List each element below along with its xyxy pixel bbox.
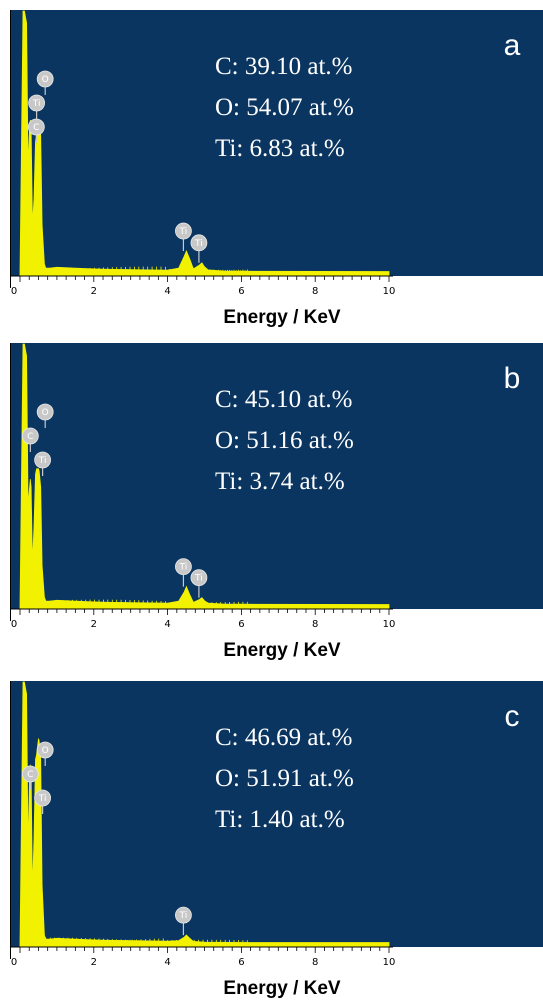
peak-marker-c: C: [27, 118, 45, 143]
x-tick-label: 10: [383, 619, 396, 630]
x-tick-label: 4: [164, 619, 170, 630]
spectrum-baseline-noise: [45, 599, 248, 605]
x-tick-label: 8: [312, 957, 318, 968]
peak-marker-dot: [175, 558, 192, 576]
x-tick-label: 4: [164, 957, 170, 968]
spectrum-baseline-noise: [45, 937, 248, 943]
peak-marker-dot: [175, 906, 192, 924]
panel-letter: b: [504, 362, 521, 395]
peak-marker-dot: [28, 94, 46, 112]
peak-marker-label: Ti: [38, 794, 47, 804]
x-tick-label: 0: [11, 957, 17, 968]
x-tick-label: 6: [238, 619, 244, 630]
peak-marker-dot: [190, 569, 208, 587]
composition-o: O: 51.16 at.%: [215, 427, 354, 454]
x-tick-label: 2: [91, 619, 97, 630]
x-tick-label: 6: [238, 286, 244, 297]
x-tick-label: 8: [312, 286, 318, 297]
panel-letter: c: [505, 700, 520, 733]
plot-background: [10, 10, 543, 276]
composition-c: C: 46.69 at.%: [215, 724, 353, 751]
peak-marker-ti: Ti: [34, 451, 52, 476]
spectrum-panel-a: 0 2 4 6 8 10 Energy / KeV a C: 39.10 at.% O: 54.0…: [10, 10, 543, 328]
peak-marker-dot: [190, 234, 208, 252]
x-tick-label: 8: [312, 619, 318, 630]
peak-marker-label: Ti: [179, 563, 188, 573]
peak-marker-label: Ti: [194, 574, 203, 584]
composition-ti: Ti: 1.40 at.%: [215, 806, 345, 833]
peak-marker-label: Ti: [38, 456, 47, 466]
spectrum-panel-b: 0 2 4 6 8 10 Energy / KeV b C: 45.10 at.% O: 51.1…: [10, 343, 543, 661]
peak-marker-label: Ti: [179, 911, 188, 921]
peak-marker-dot: [34, 451, 52, 469]
composition-ti: Ti: 6.83 at.%: [215, 135, 345, 162]
peak-marker-label: C: [27, 770, 33, 780]
spectrum-panel-c: 0 2 4 6 8 10 Energy / KeV c C: 46.69 at.% O: 51.9…: [10, 681, 543, 999]
peak-marker-dot: [21, 427, 39, 445]
peak-marker-dot: [27, 118, 45, 136]
spectrum-area: [19, 343, 390, 609]
x-axis-title: Energy / KeV: [223, 307, 341, 328]
peak-marker-ti: Ti: [190, 569, 208, 598]
spectrum-baseline-noise: [45, 266, 248, 272]
x-tick-label: 6: [238, 957, 244, 968]
peak-marker-dot: [36, 70, 54, 88]
peak-marker-ti: Ti: [175, 222, 192, 252]
x-tick-label: 10: [383, 286, 396, 297]
peak-marker-label: O: [42, 408, 49, 418]
peak-marker-o: O: [36, 70, 54, 95]
x-tick-label: 0: [11, 619, 17, 630]
peak-marker-label: Ti: [194, 239, 203, 249]
x-tick-label: 2: [91, 286, 97, 297]
x-tick-label: 2: [91, 957, 97, 968]
peak-marker-c: C: [21, 427, 39, 452]
x-tick-label: 4: [164, 286, 170, 297]
peak-marker-dot: [21, 765, 39, 783]
peak-marker-c: C: [21, 765, 39, 790]
peak-marker-ti: Ti: [175, 558, 192, 587]
peak-marker-label: C: [33, 123, 39, 133]
peak-marker-dot: [175, 222, 192, 240]
peak-marker-label: O: [42, 75, 49, 85]
x-tick-label: 10: [383, 957, 396, 968]
composition-ti: Ti: 3.74 at.%: [215, 468, 345, 495]
peak-marker-o: O: [36, 403, 54, 428]
peak-marker-dot: [36, 741, 54, 759]
peak-marker-ti: Ti: [190, 234, 208, 263]
x-axis-title: Energy / KeV: [223, 640, 341, 661]
x-tick-label: 0: [11, 286, 17, 297]
plot-background: [10, 681, 543, 947]
peak-marker-label: Ti: [179, 227, 188, 237]
peak-marker-ti: Ti: [34, 789, 52, 814]
composition-o: O: 54.07 at.%: [215, 94, 354, 121]
composition-c: C: 45.10 at.%: [215, 386, 353, 413]
peak-marker-dot: [36, 403, 54, 421]
composition-c: C: 39.10 at.%: [215, 53, 353, 80]
peak-marker-label: C: [27, 432, 33, 442]
x-axis-title: Energy / KeV: [223, 978, 341, 999]
panel-letter: a: [504, 29, 521, 62]
plot-background: [10, 343, 543, 609]
peak-marker-label: O: [42, 746, 49, 756]
peak-marker-dot: [34, 789, 52, 807]
peak-marker-label: Ti: [32, 99, 41, 109]
composition-o: O: 51.91 at.%: [215, 765, 354, 792]
peak-marker-ti: Ti: [28, 94, 46, 119]
peak-marker-o: O: [36, 741, 54, 766]
peak-marker-ti: Ti: [175, 906, 192, 936]
